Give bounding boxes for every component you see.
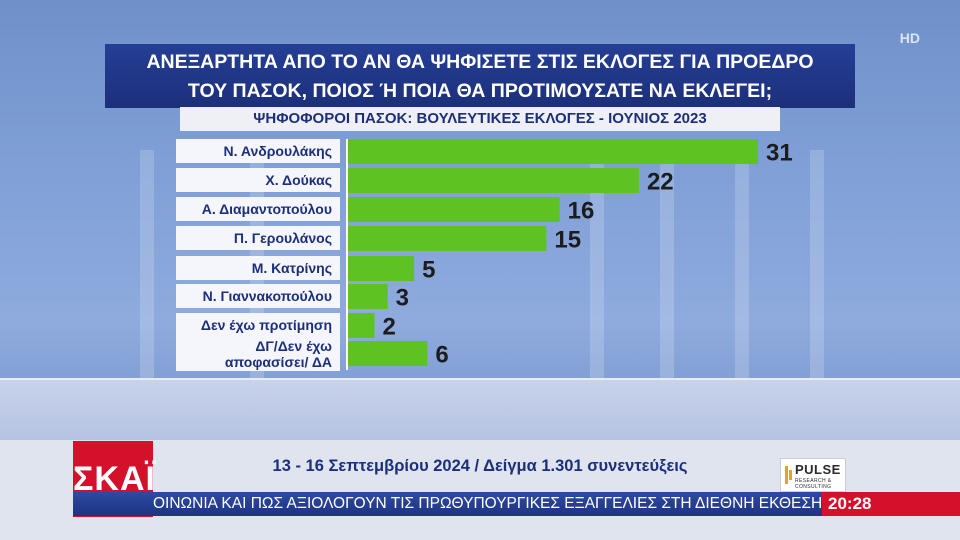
pollster-name: PULSE (795, 462, 841, 477)
category-label: Δεν έχω προτίμηση (176, 313, 340, 337)
value-label: 2 (382, 314, 395, 341)
category-label: Ν. Ανδρουλάκης (176, 139, 340, 163)
poll-source: 13 - 16 Σεπτεμβρίου 2024 / Δείγμα 1.301 … (272, 457, 688, 475)
category-label-line: ΔΓ/Δεν έχω (255, 338, 332, 354)
pulse-mark-icon (785, 466, 792, 484)
bar (348, 139, 758, 164)
category-label: Ν. Γιαννακοπούλου (176, 284, 340, 308)
bar (348, 313, 375, 338)
title-line-2: ΤΟΥ ΠΑΣΟΚ, ΠΟΙΟΣ Ή ΠΟΙΑ ΘΑ ΠΡΟΤΙΜΟΥΣΑΤΕ … (187, 80, 773, 102)
bar (348, 168, 639, 193)
value-label: 22 (647, 169, 674, 196)
hd-badge: HD (899, 30, 920, 46)
clock: 20:28 (822, 492, 960, 516)
stage-floor (0, 378, 960, 440)
value-label: 5 (422, 257, 435, 284)
bar (348, 256, 415, 281)
bar (348, 284, 388, 309)
category-label-line: Α. Διαμαντοπούλου (201, 201, 332, 217)
value-label: 6 (435, 342, 448, 369)
ticker-text: ΟΙΝΩΝΙΑ ΚΑΙ ΠΩΣ ΑΞΙΟΛΟΓΟΥΝ ΤΙΣ ΠΡΩΘΥΠΟΥΡ… (153, 495, 843, 512)
chart-subtitle: ΨΗΦΟΦΟΡΟΙ ΠΑΣΟΚ: ΒΟΥΛΕΥΤΙΚΕΣ ΕΚΛΟΓΕΣ - Ι… (180, 107, 780, 131)
pollster-logo: PULSE RESEARCH & CONSULTING (780, 458, 846, 492)
category-label: Α. Διαμαντοπούλου (176, 197, 340, 221)
category-label-line: Χ. Δούκας (265, 172, 332, 188)
news-ticker: ΟΙΝΩΝΙΑ ΚΑΙ ΠΩΣ ΑΞΙΟΛΟΓΟΥΝ ΤΙΣ ΠΡΩΘΥΠΟΥΡ… (73, 492, 843, 516)
category-label-line: Μ. Κατρίνης (251, 260, 332, 276)
value-label: 15 (554, 227, 581, 254)
category-label-line: Ν. Γιαννακοπούλου (202, 288, 332, 304)
stage-edge (0, 378, 960, 380)
category-label-line: Ν. Ανδρουλάκης (223, 143, 332, 159)
value-label: 16 (568, 198, 595, 225)
category-label: ΔΓ/Δεν έχω αποφασίσει/ ΔΑ (176, 337, 340, 371)
category-label: Χ. Δούκας (176, 168, 340, 192)
bar (348, 341, 428, 366)
value-label: 3 (396, 285, 409, 312)
category-label: Μ. Κατρίνης (176, 256, 340, 280)
category-label-line: Δεν έχω προτίμηση (200, 317, 332, 333)
chart-title: ΑΝΕΞΑΡΤΗΤΑ ΑΠΟ ΤΟ ΑΝ ΘΑ ΨΗΦΙΣΕΤΕ ΣΤΙΣ ΕΚ… (105, 44, 855, 108)
title-line-1: ΑΝΕΞΑΡΤΗΤΑ ΑΠΟ ΤΟ ΑΝ ΘΑ ΨΗΦΙΣΕΤΕ ΣΤΙΣ ΕΚ… (146, 51, 814, 73)
bar (348, 197, 560, 222)
value-label: 31 (766, 140, 793, 167)
category-label-line: αποφασίσει/ ΔΑ (224, 354, 332, 370)
category-label-line: Π. Γερουλάνος (233, 230, 332, 246)
category-label: Π. Γερουλάνος (176, 226, 340, 250)
pollster-subtitle: RESEARCH & CONSULTING (795, 478, 832, 490)
chart-axis (346, 139, 348, 370)
bar (348, 226, 547, 251)
